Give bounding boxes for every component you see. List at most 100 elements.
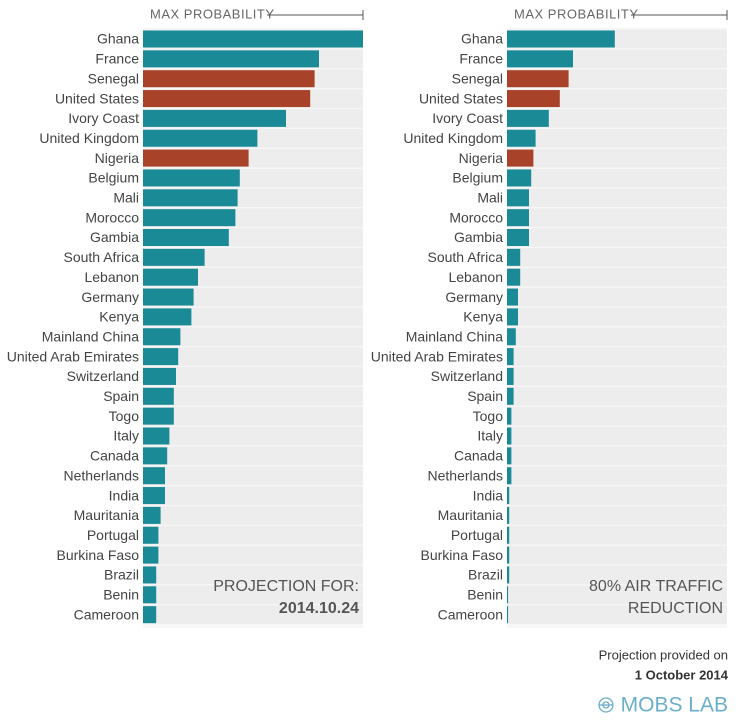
row-bg (507, 267, 727, 287)
row-bg (143, 565, 363, 585)
row-bg (507, 466, 727, 485)
category-label: Mauritania (74, 507, 140, 523)
bar (143, 407, 174, 425)
bar (143, 70, 315, 88)
bar (507, 586, 509, 604)
bar (143, 447, 168, 465)
bar (143, 387, 174, 405)
bar (507, 447, 512, 465)
bar (143, 189, 238, 207)
bar (507, 229, 529, 246)
category-label: United States (419, 90, 503, 106)
row-bg (507, 545, 727, 565)
bar (143, 229, 229, 246)
category-label: Benin (103, 587, 139, 603)
bar (507, 348, 514, 366)
category-label: Ivory Coast (432, 110, 503, 126)
bar (507, 50, 573, 68)
annotation: 2014.10.24 (279, 600, 359, 617)
bar (143, 348, 179, 366)
category-label: Nigeria (95, 150, 140, 166)
bar (507, 109, 549, 127)
category-label: Switzerland (67, 368, 139, 384)
row-bg (507, 367, 727, 386)
category-label: Netherlands (64, 467, 140, 483)
category-label: Brazil (468, 567, 503, 583)
bar (507, 427, 512, 445)
category-label: France (95, 51, 139, 67)
category-label: Togo (109, 408, 140, 424)
category-label: Netherlands (428, 467, 504, 483)
bar (507, 149, 534, 167)
bar (507, 248, 521, 266)
row-bg (507, 208, 727, 227)
row-bg (143, 446, 363, 466)
bar (143, 427, 170, 445)
row-bg (507, 426, 727, 446)
category-label: Cameroon (438, 606, 503, 622)
bar (507, 467, 512, 485)
bar (507, 566, 510, 584)
bar (143, 328, 181, 346)
category-label: United Arab Emirates (7, 348, 139, 364)
row-bg (143, 486, 363, 505)
category-label: Ghana (97, 31, 139, 47)
category-label: Germany (445, 289, 503, 305)
row-bg (143, 367, 363, 386)
category-label: Gambia (90, 229, 139, 245)
category-label: Mainland China (406, 328, 503, 344)
row-bg (507, 446, 727, 466)
category-label: Spain (103, 388, 139, 404)
category-label: Belgium (452, 170, 503, 186)
row-bg (507, 525, 727, 545)
bar (143, 367, 176, 385)
bar (143, 248, 205, 266)
bar (507, 288, 518, 306)
category-label: Italy (113, 428, 139, 444)
annotation: REDUCTION (628, 600, 723, 617)
bar (143, 606, 157, 624)
category-label: France (459, 51, 503, 67)
row-bg (143, 426, 363, 446)
row-bg (507, 327, 727, 347)
row-bg (507, 506, 727, 525)
category-label: United Kingdom (403, 130, 503, 146)
category-label: Senegal (452, 70, 503, 86)
row-bg (507, 565, 727, 585)
x-axis-label: MAX PROBABILITY (514, 6, 639, 21)
category-label: United States (55, 90, 139, 106)
row-bg (143, 605, 363, 624)
row-bg (143, 525, 363, 545)
row-bg (143, 466, 363, 485)
row-bg (507, 347, 727, 366)
row-bg (507, 188, 727, 208)
category-label: Belgium (88, 170, 139, 186)
bar (507, 209, 529, 227)
row-bg (143, 307, 363, 327)
bar (507, 367, 514, 385)
bar (143, 566, 157, 584)
bar (143, 308, 192, 326)
bar (507, 487, 510, 505)
bar (143, 149, 249, 167)
category-label: Mali (113, 190, 139, 206)
bar (143, 129, 258, 147)
category-label: Canada (90, 448, 139, 464)
bar (507, 506, 510, 524)
category-label: Senegal (88, 70, 139, 86)
category-label: South Africa (428, 249, 504, 265)
footer-date: 1 October 2014 (635, 667, 729, 682)
bar (143, 109, 286, 127)
footer-note: Projection provided on (599, 647, 728, 662)
row-bg (143, 287, 363, 307)
bar (143, 50, 319, 68)
row-bg (507, 148, 727, 168)
bar (143, 288, 194, 306)
row-bg (143, 327, 363, 347)
row-bg (143, 585, 363, 605)
annotation: 80% AIR TRAFFIC (589, 578, 723, 595)
category-label: Brazil (104, 567, 139, 583)
category-label: Kenya (463, 309, 503, 325)
bar (143, 487, 165, 505)
row-bg (507, 228, 727, 247)
